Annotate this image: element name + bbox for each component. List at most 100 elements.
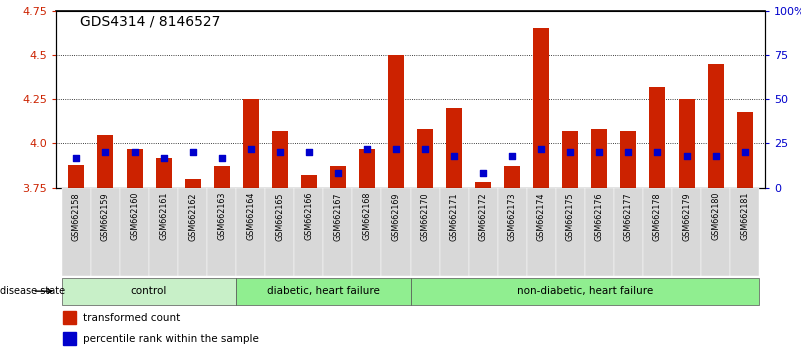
Text: GSM662161: GSM662161 xyxy=(159,192,168,240)
Text: GSM662163: GSM662163 xyxy=(217,192,226,240)
Text: diabetic, heart failure: diabetic, heart failure xyxy=(267,286,380,296)
Bar xyxy=(236,278,411,305)
Text: GSM662178: GSM662178 xyxy=(653,192,662,241)
Text: GSM662180: GSM662180 xyxy=(711,192,720,240)
Bar xyxy=(446,108,462,188)
Text: GSM662162: GSM662162 xyxy=(188,192,197,241)
Bar xyxy=(411,188,440,276)
Text: GSM662168: GSM662168 xyxy=(362,192,372,240)
Point xyxy=(622,149,635,155)
Point xyxy=(332,171,344,176)
Text: GSM662179: GSM662179 xyxy=(682,192,691,241)
Bar xyxy=(68,165,84,188)
Text: GSM662173: GSM662173 xyxy=(508,192,517,241)
Bar xyxy=(149,188,178,276)
Point xyxy=(244,146,257,152)
Bar xyxy=(178,188,207,276)
Bar xyxy=(730,188,759,276)
Bar xyxy=(678,99,694,188)
Bar xyxy=(236,188,265,276)
Text: transformed count: transformed count xyxy=(83,313,180,323)
Bar xyxy=(62,278,236,305)
Bar xyxy=(91,188,120,276)
Bar xyxy=(155,158,171,188)
Point xyxy=(99,149,112,155)
Bar xyxy=(411,278,759,305)
Bar xyxy=(533,28,549,188)
Bar xyxy=(591,129,607,188)
Text: non-diabetic, heart failure: non-diabetic, heart failure xyxy=(517,286,653,296)
Text: GSM662164: GSM662164 xyxy=(246,192,256,240)
Point xyxy=(360,146,373,152)
Text: GSM662174: GSM662174 xyxy=(537,192,545,241)
Bar xyxy=(701,188,730,276)
Point xyxy=(303,149,316,155)
Bar xyxy=(98,135,114,188)
Bar xyxy=(120,188,149,276)
Bar xyxy=(63,332,76,346)
Bar xyxy=(352,188,381,276)
Bar xyxy=(324,188,352,276)
Bar xyxy=(585,188,614,276)
Point xyxy=(70,155,83,160)
Bar xyxy=(294,188,324,276)
Bar xyxy=(184,179,200,188)
Point xyxy=(564,149,577,155)
Bar xyxy=(707,64,723,188)
Text: GSM662158: GSM662158 xyxy=(72,192,81,241)
Point xyxy=(186,149,199,155)
Text: GSM662170: GSM662170 xyxy=(421,192,429,241)
Text: GSM662165: GSM662165 xyxy=(276,192,284,241)
Point xyxy=(593,149,606,155)
Point xyxy=(448,153,461,159)
Bar xyxy=(381,188,410,276)
Bar xyxy=(359,149,375,188)
Bar xyxy=(469,188,497,276)
Text: GSM662175: GSM662175 xyxy=(566,192,575,241)
Text: GSM662171: GSM662171 xyxy=(449,192,459,241)
Point xyxy=(680,153,693,159)
Bar xyxy=(672,188,701,276)
Text: GSM662177: GSM662177 xyxy=(624,192,633,241)
Bar xyxy=(737,112,753,188)
Point xyxy=(651,149,664,155)
Bar xyxy=(614,188,643,276)
Bar xyxy=(214,166,230,188)
Point xyxy=(709,153,722,159)
Text: GSM662167: GSM662167 xyxy=(333,192,342,241)
Bar xyxy=(330,166,346,188)
Bar xyxy=(417,129,433,188)
Bar xyxy=(621,131,637,188)
Point xyxy=(273,149,286,155)
Bar xyxy=(497,188,527,276)
Point xyxy=(419,146,432,152)
Bar xyxy=(63,311,76,324)
Point xyxy=(128,149,141,155)
Bar xyxy=(475,182,491,188)
Text: GDS4314 / 8146527: GDS4314 / 8146527 xyxy=(80,14,220,28)
Point xyxy=(505,153,518,159)
Text: GSM662176: GSM662176 xyxy=(595,192,604,241)
Text: GSM662166: GSM662166 xyxy=(304,192,313,240)
Text: percentile rank within the sample: percentile rank within the sample xyxy=(83,334,259,344)
Bar xyxy=(388,55,404,188)
Bar xyxy=(127,149,143,188)
Bar xyxy=(504,166,520,188)
Bar xyxy=(207,188,236,276)
Bar xyxy=(562,131,578,188)
Bar xyxy=(643,188,672,276)
Bar xyxy=(62,188,91,276)
Point xyxy=(477,171,489,176)
Bar xyxy=(301,175,317,188)
Point xyxy=(739,149,751,155)
Text: GSM662159: GSM662159 xyxy=(101,192,110,241)
Bar xyxy=(272,131,288,188)
Bar xyxy=(556,188,585,276)
Bar xyxy=(243,99,259,188)
Text: disease state: disease state xyxy=(0,286,65,296)
Bar xyxy=(440,188,469,276)
Text: GSM662172: GSM662172 xyxy=(479,192,488,241)
Point xyxy=(157,155,170,160)
Point xyxy=(389,146,402,152)
Bar xyxy=(265,188,294,276)
